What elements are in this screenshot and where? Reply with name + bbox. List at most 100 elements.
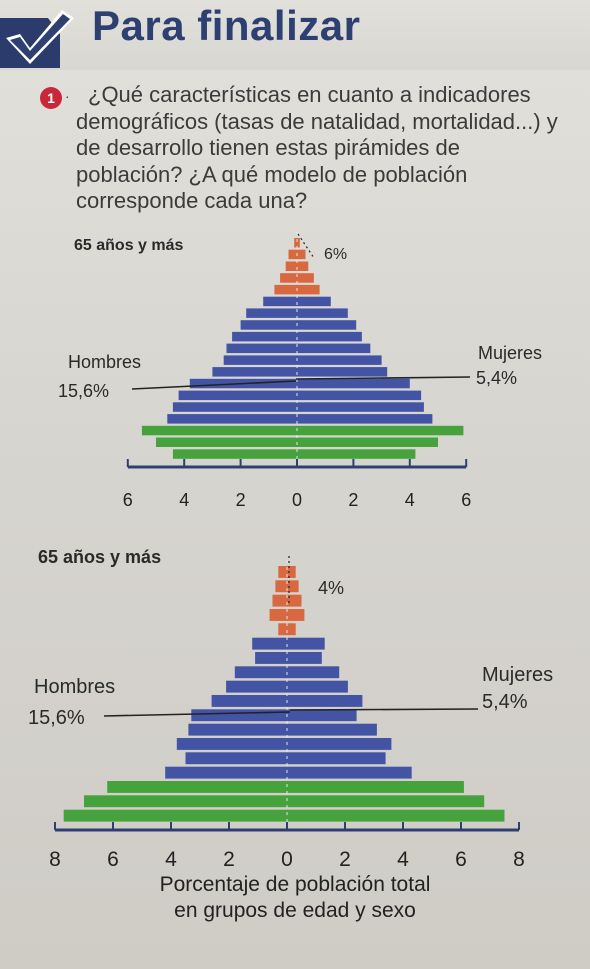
pyramid-2-tick-label-6: 4 <box>397 848 409 871</box>
pyramid-1-bar-women-10 <box>297 355 382 365</box>
pyramid-2-bar-women-3 <box>287 609 305 621</box>
pyramid-2-bar-men-8 <box>226 680 287 693</box>
pyramid-2-elderly-label: 65 años y más <box>38 547 162 567</box>
pyramid-1-bar-women-11 <box>297 367 388 377</box>
pyramid-1-bar-men-5 <box>263 296 297 307</box>
pyramid-2-bar-men-15 <box>107 781 287 793</box>
pyramid-2-men-pointer <box>103 711 291 717</box>
pyramid-2-women-label: Mujeres <box>482 664 554 686</box>
pyramid-1-bar-women-16 <box>297 425 464 436</box>
pyramid-2-tick-label-4: 0 <box>281 848 293 871</box>
pyramid-2-tick-label-0: 8 <box>49 848 61 871</box>
pyramid-1-bar-men-4 <box>274 284 297 295</box>
pyramid-2-bar-women-1 <box>287 580 299 593</box>
pyramid-1-bar-men-6 <box>246 308 297 318</box>
pyramid-2-bar-women-6 <box>287 652 322 664</box>
question-bullet: · <box>65 88 70 104</box>
pyramid-2-bar-men-13 <box>185 752 287 765</box>
pyramid-1-bar-men-3 <box>280 273 297 283</box>
pyramid-2-bar-men-5 <box>252 637 287 650</box>
pyramid-2-bar-men-4 <box>278 623 287 636</box>
pyramid-1-group: 6 4 2 0 2 4 6 <box>123 232 471 510</box>
pyramid-2-bar-men-3 <box>269 609 287 621</box>
pyramid-1-tick-label-3: 0 <box>292 490 302 510</box>
pyramid-1-bar-men-0 <box>294 238 297 248</box>
pyramid-1-bar-women-6 <box>297 308 348 318</box>
pyramid-1-bar-women-12 <box>297 378 410 389</box>
pyramid-1-bar-women-14 <box>297 402 424 412</box>
pyramid-2-bar-women-11 <box>287 723 377 736</box>
pyramid-1-men-pointer <box>131 380 297 390</box>
pyramid-2-bar-women-4 <box>287 623 296 636</box>
pyramid-2-tick-label-1: 6 <box>107 848 119 871</box>
pyramid-1-bar-women-5 <box>297 296 331 307</box>
pyramid-2-bar-women-13 <box>287 752 386 765</box>
pyramid-2-bar-women-17 <box>287 809 505 822</box>
pyramid-2-tick-label-8: 8 <box>513 848 525 871</box>
question-text: ¿Qué características en cuanto a indicad… <box>76 82 558 213</box>
pyramid-2-bar-women-14 <box>287 766 412 779</box>
pyramid-2-women-pointer <box>289 708 479 711</box>
pyramid-1-bar-men-14 <box>172 402 297 412</box>
page-title: Para finalizar <box>92 2 361 49</box>
pyramid-1-bar-women-0 <box>297 238 300 248</box>
question-number-badge: 1 <box>40 87 62 109</box>
pyramid-2-bar-men-2 <box>272 594 287 607</box>
pyramid-1-bar-men-15 <box>167 414 297 424</box>
pyramid-2-women-pct: 5,4% <box>482 691 528 713</box>
pyramid-2-bar-men-0 <box>278 566 287 578</box>
pyramid-2-bar-men-9 <box>211 695 287 707</box>
pyramid-1-bar-women-8 <box>297 331 362 342</box>
pyramid-1-bar-women-1 <box>297 249 306 260</box>
pyramid-1-bar-women-4 <box>297 284 320 295</box>
pyramid-1-bar-men-1 <box>288 249 297 260</box>
pyramid-1-women-label: Mujeres <box>478 343 543 363</box>
pyramid-2-bar-women-0 <box>287 566 296 578</box>
pyramid-1-bar-men-10 <box>223 355 297 365</box>
pyramid-1-bar-men-18 <box>172 449 297 459</box>
pyramid-1-bar-women-15 <box>297 414 433 424</box>
pyramid-1-bar-men-2 <box>285 261 297 271</box>
pyramid-1-tick-label-5: 4 <box>405 490 415 510</box>
pyramid-1-bar-men-11 <box>212 367 297 377</box>
pyramid-2-bar-women-2 <box>287 594 302 607</box>
pyramid-2-bar-women-16 <box>287 795 485 808</box>
pyramid-2-bar-men-12 <box>176 738 287 750</box>
pyramid-2-bar-women-10 <box>287 709 357 722</box>
pyramid-2-bar-men-16 <box>84 795 287 808</box>
pyramid-1-bar-women-3 <box>297 273 314 283</box>
pyramid-2-bar-women-12 <box>287 738 392 750</box>
pyramid-2-elderly-pct: 4% <box>318 578 345 598</box>
pyramid-2-bar-women-9 <box>287 695 363 707</box>
pyramid-1-bar-men-17 <box>156 437 297 447</box>
pyramid-1-bar-women-7 <box>297 320 357 330</box>
pyramid-2-bar-women-8 <box>287 680 348 693</box>
pyramid-2-tick-label-3: 2 <box>223 848 235 871</box>
pyramid-1-tick-label-2: 2 <box>236 490 246 510</box>
pyramid-1-women-pointer <box>295 376 471 380</box>
checkmark-icon <box>0 10 74 68</box>
pyramid-1-tick-label-1: 4 <box>179 490 189 510</box>
pyramid-2-tick-label-2: 4 <box>165 848 177 871</box>
pyramid-2-group: 8 6 4 2 0 2 4 6 8 <box>49 556 525 871</box>
pyramid-2-tick-label-7: 6 <box>455 848 467 871</box>
pyramid-1-bar-men-9 <box>226 343 297 354</box>
pyramid-1-bar-women-18 <box>297 449 416 459</box>
pyramid-2-bar-women-7 <box>287 666 340 679</box>
pyramid-1-tick-label-0: 6 <box>123 490 133 510</box>
pyramid-1-bar-women-17 <box>297 437 438 447</box>
pyramid-2-bar-men-17 <box>63 809 288 822</box>
pyramid-2-men-label: Hombres <box>34 676 116 698</box>
pyramid-2-bar-men-7 <box>234 666 287 679</box>
pyramid-2-bar-men-10 <box>191 709 287 722</box>
pyramid-1-bar-women-9 <box>297 343 371 354</box>
pyramid-2-bar-women-15 <box>287 781 464 793</box>
pyramid-1-bar-men-13 <box>178 390 297 401</box>
pyramid-1-bar-men-8 <box>232 331 297 342</box>
chart-caption-line1: Porcentaje de población total <box>159 873 431 896</box>
pyramid-1-tick-label-6: 6 <box>461 490 471 510</box>
pyramid-2-bar-men-11 <box>188 723 287 736</box>
pyramid-1-women-pct: 5,4% <box>476 368 518 388</box>
